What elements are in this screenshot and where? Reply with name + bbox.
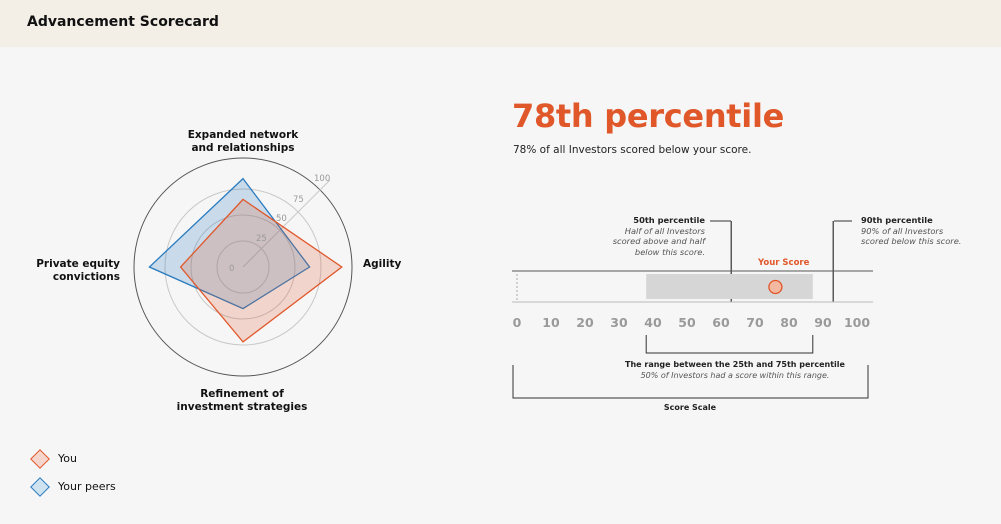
tick-label: 70 [746,315,764,330]
tick-label: 90 [814,315,832,330]
p50-note: 50th percentile Half of all Investors sc… [612,215,705,257]
legend: You Your peers [30,449,170,505]
legend-label-you: You [58,452,77,465]
ring-label-75: 75 [293,195,304,205]
range-bracket [645,335,814,354]
you-diamond-icon [30,449,50,469]
header-bar: Advancement Scorecard [0,0,1001,47]
radar-diagonal-axis [242,179,331,268]
p90-note: 90th percentile 90% of all Investors sco… [861,215,962,246]
tick-label: 0 [513,315,522,330]
axis-label-network: Expanded network and relationships [187,129,299,154]
score-ticks: 0 10 20 30 40 50 60 70 80 90 100 [513,315,871,330]
range-note: The range between the 25th and 75th perc… [625,360,845,380]
tick-label: 20 [576,315,594,330]
tick-label: 60 [712,315,730,330]
ring-label-25: 25 [256,234,267,244]
score-scale-chart: 0 10 20 30 40 50 60 70 80 90 100 [512,220,873,399]
ring-label-0: 0 [229,264,234,274]
tick-label: 80 [780,315,798,330]
your-score-marker [768,279,783,295]
tick-label: 30 [610,315,628,330]
percentile-headline: 78th percentile [512,97,785,135]
your-score-label: Your Score [758,258,810,268]
ring-label-100: 100 [314,174,330,184]
radar-ring-25 [216,240,270,294]
tick-label: 10 [542,315,560,330]
radar-chart: 0 25 50 75 100 [133,157,353,377]
legend-item-you: You [30,449,170,477]
axis-label-agility: Agility [363,258,402,270]
radar-outer-circle [133,157,353,377]
score-scale-label: Score Scale [663,403,717,412]
you-polygon [179,198,343,343]
peers-diamond-icon [30,477,50,497]
ring-label-50: 50 [276,214,287,224]
page-title: Advancement Scorecard [27,14,219,30]
radar-ring-50 [190,214,296,320]
scale-bracket [512,365,869,399]
radar-ring-75 [164,188,322,346]
tick-label: 100 [844,315,870,330]
tick-label: 50 [678,315,696,330]
legend-label-peers: Your peers [58,480,116,493]
legend-item-peers: Your peers [30,477,170,505]
interquartile-range-bar [646,274,813,299]
axis-label-private-equity: Private equity convictions [36,258,120,283]
axis-label-refinement: Refinement of investment strategies [176,388,308,413]
peers-polygon [148,177,311,310]
tick-label: 40 [644,315,662,330]
percentile-description: 78% of all Investors scored below your s… [513,144,752,156]
